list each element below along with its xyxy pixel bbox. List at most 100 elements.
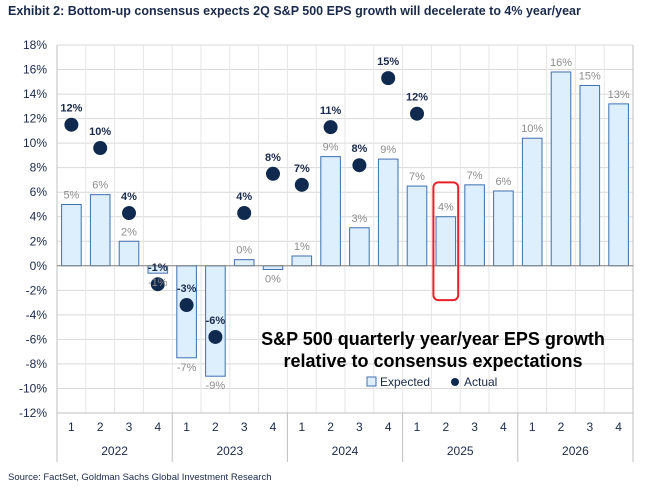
expected-bar [320, 156, 341, 267]
quarter-label: 1 [529, 420, 536, 434]
year-label: 2023 [216, 444, 243, 458]
year-label: 2025 [447, 444, 474, 458]
actual-label: 10% [89, 126, 111, 138]
quarter-label: 2 [327, 420, 334, 434]
data-labels: 5% 6% 2% -1% -7% -9% 0% 0% 1% 9% 3% 9% 7% 4% 7% 6% 10% 16… [60, 56, 629, 392]
y-tick-label: 18% [23, 38, 47, 52]
quarter-label: 3 [586, 420, 593, 434]
y-tick-label: 0% [30, 259, 48, 273]
y-tick-label: 6% [30, 185, 48, 199]
actual-marker [381, 71, 396, 86]
quarter-label: 2 [442, 420, 449, 434]
expected-bar [406, 185, 428, 267]
quarter-label: 2 [212, 420, 219, 434]
expected-bar [89, 194, 111, 267]
quarter-label: 2 [97, 420, 104, 434]
year-label: 2026 [562, 444, 589, 458]
year-label: 2024 [332, 444, 359, 458]
expected-label: 5% [63, 189, 79, 201]
actual-marker [208, 329, 223, 344]
expected-label: 13% [608, 89, 630, 101]
actual-markers [64, 71, 424, 344]
expected-label: 4% [438, 202, 454, 214]
quarter-label: 1 [414, 420, 421, 434]
actual-marker [93, 141, 108, 156]
actual-label: -6% [206, 315, 226, 327]
expected-bar [262, 265, 284, 270]
expected-bar [291, 255, 313, 267]
chart-title-line2: relative to consensus expectations [283, 351, 582, 371]
y-tick-label: 8% [30, 161, 48, 175]
expected-bars [61, 71, 629, 377]
quarter-label: 3 [356, 420, 363, 434]
quarter-label: 3 [126, 420, 133, 434]
expected-bar [118, 240, 140, 267]
expected-bar [608, 103, 629, 267]
y-tick-label: 16% [23, 63, 47, 77]
y-tick-label: -8% [26, 357, 48, 371]
quarter-label: 4 [385, 420, 392, 434]
expected-label: -9% [206, 380, 226, 392]
expected-bar [61, 203, 82, 267]
quarter-label: 4 [154, 420, 161, 434]
expected-label: 0% [236, 245, 252, 257]
actual-marker [266, 166, 280, 181]
expected-bar [349, 227, 370, 267]
y-tick-label: 12% [23, 112, 47, 126]
actual-label: 7% [294, 163, 310, 175]
quarter-label: 1 [68, 420, 75, 434]
quarter-label: 4 [500, 420, 507, 434]
expected-label: 6% [495, 176, 511, 188]
y-tick-label: 10% [23, 136, 47, 150]
actual-label: 11% [320, 105, 342, 117]
axes: -12%-10%-8%-6%-4%-2%0%2%4%6%8%10%12%14%1… [19, 38, 634, 462]
legend-actual-swatch [451, 378, 459, 386]
expected-bar [493, 190, 514, 267]
expected-bar [550, 71, 572, 267]
expected-bar [464, 184, 485, 267]
actual-label: -1% [148, 262, 168, 274]
actual-marker [64, 117, 79, 132]
quarter-label: 1 [183, 420, 190, 434]
quarter-label: 3 [471, 420, 478, 434]
quarter-label: 1 [298, 420, 305, 434]
expected-label: 2% [121, 226, 137, 238]
expected-label: -7% [177, 362, 197, 374]
expected-bar [579, 84, 601, 267]
quarter-label: 2 [558, 420, 565, 434]
actual-label: 8% [351, 143, 367, 155]
expected-label: 9% [323, 142, 339, 154]
actual-label: 12% [406, 92, 428, 104]
y-tick-label: 2% [30, 234, 48, 248]
expected-label: 9% [380, 144, 396, 156]
y-tick-label: -6% [26, 332, 48, 346]
expected-bar [233, 259, 255, 267]
legend: Expected Actual [366, 375, 497, 389]
actual-label: 12% [60, 103, 82, 115]
chart-title-line1: S&P 500 quarterly year/year EPS growth [261, 329, 605, 349]
quarter-label: 4 [270, 420, 277, 434]
actual-marker [410, 106, 424, 121]
legend-expected-swatch [366, 376, 377, 387]
actual-marker [352, 158, 367, 173]
y-tick-label: 14% [23, 87, 47, 101]
quarter-label: 4 [615, 420, 622, 434]
actual-label: 4% [236, 191, 252, 203]
highlight-box [432, 181, 460, 302]
actual-label: 4% [121, 191, 137, 203]
actual-marker [323, 120, 338, 135]
expected-label: 0% [265, 273, 281, 285]
expected-label: 10% [521, 123, 543, 135]
exhibit-title: Exhibit 2: Bottom-up consensus expects 2… [8, 4, 581, 18]
expected-bar [435, 216, 457, 267]
expected-label: 7% [467, 170, 483, 182]
expected-bar [377, 158, 399, 267]
expected-label: 3% [351, 213, 367, 225]
actual-label: 15% [377, 56, 399, 68]
y-tick-label: -12% [19, 406, 47, 420]
actual-marker [237, 206, 252, 221]
actual-marker [150, 277, 165, 292]
quarter-label: 3 [241, 420, 248, 434]
actual-label: 8% [265, 152, 281, 164]
